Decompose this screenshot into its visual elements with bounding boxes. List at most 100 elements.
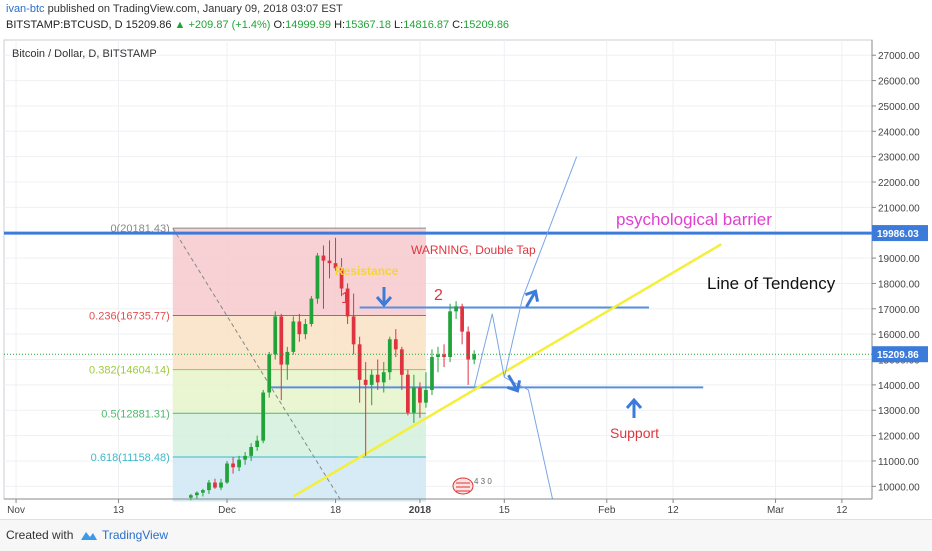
- candle-body: [279, 316, 284, 365]
- candle[interactable]: [225, 460, 229, 484]
- candle[interactable]: [309, 296, 314, 327]
- change-value: ▲ +209.87 (+1.4%): [174, 19, 271, 31]
- price-tick-label: 12000.00: [878, 432, 920, 443]
- candle[interactable]: [249, 443, 254, 461]
- tendency-line[interactable]: [292, 243, 722, 498]
- candle[interactable]: [327, 240, 332, 279]
- candle[interactable]: [369, 369, 374, 406]
- candle[interactable]: [436, 346, 440, 373]
- candle[interactable]: [472, 350, 477, 365]
- price-chart[interactable]: 0(20181.43)0.236(16735.77)0.382(14604.14…: [0, 0, 932, 519]
- candle[interactable]: [381, 362, 386, 393]
- candle[interactable]: [442, 344, 446, 368]
- up-right-arrow-icon[interactable]: [520, 288, 541, 311]
- down-right-arrow-icon[interactable]: [502, 372, 523, 395]
- candle-body: [207, 482, 211, 491]
- candles[interactable]: [188, 237, 477, 501]
- price-tick-label: 17000.00: [878, 305, 920, 316]
- price-tick-label: 10000.00: [878, 482, 920, 493]
- time-tick-label: Mar: [767, 505, 785, 516]
- candle[interactable]: [237, 455, 241, 472]
- candle[interactable]: [424, 372, 428, 408]
- candle-body: [327, 260, 332, 264]
- last-price: 15209.86: [125, 19, 172, 31]
- candle[interactable]: [399, 346, 404, 390]
- fib-trend-line: [172, 227, 342, 502]
- low-value: 14816.87: [403, 19, 450, 31]
- candle[interactable]: [297, 313, 302, 342]
- candle-body: [448, 311, 452, 357]
- author-link[interactable]: ivan-btc: [6, 3, 45, 15]
- candle[interactable]: [466, 326, 471, 385]
- candle[interactable]: [243, 452, 247, 465]
- close-value: 15209.86: [463, 19, 510, 31]
- candle[interactable]: [430, 349, 434, 396]
- time-tick-label: 18: [330, 505, 342, 516]
- candle[interactable]: [285, 346, 290, 380]
- candle[interactable]: [291, 316, 296, 355]
- price-axis[interactable]: [872, 40, 928, 499]
- price-tick-label: 14000.00: [878, 381, 920, 392]
- annotations[interactable]: psychological barrier Line of Tendency WAR…: [335, 210, 836, 495]
- support-annotation[interactable]: Support: [610, 425, 659, 441]
- candle[interactable]: [375, 359, 380, 390]
- candle[interactable]: [255, 435, 260, 451]
- candle[interactable]: [412, 374, 416, 423]
- drawing-lines[interactable]: [4, 156, 872, 500]
- candle[interactable]: [303, 318, 308, 340]
- candle[interactable]: [393, 329, 398, 357]
- candle[interactable]: [201, 488, 205, 497]
- candle[interactable]: [363, 362, 368, 456]
- candle[interactable]: [267, 351, 272, 398]
- candle-body: [285, 351, 290, 365]
- up-arrow-icon[interactable]: [625, 397, 643, 418]
- candle[interactable]: [273, 311, 278, 360]
- fib-level-label: 0.5(12881.31): [101, 408, 170, 420]
- candle[interactable]: [405, 369, 410, 416]
- candle[interactable]: [454, 301, 458, 319]
- idea-badge[interactable]: 4 3 0: [452, 477, 492, 495]
- candle-body: [231, 463, 235, 468]
- candle[interactable]: [315, 253, 320, 304]
- candle[interactable]: [345, 283, 350, 325]
- candle-body: [321, 255, 326, 261]
- price-tick-label: 21000.00: [878, 203, 920, 214]
- time-tick-label: 12: [668, 505, 680, 516]
- price-tick-label: 13000.00: [878, 406, 920, 417]
- candle[interactable]: [207, 479, 211, 494]
- tradingview-logo-icon[interactable]: [80, 529, 98, 541]
- candle[interactable]: [231, 457, 235, 474]
- candle[interactable]: [219, 478, 223, 491]
- resistance-annotation[interactable]: Resistance: [335, 264, 399, 278]
- candle[interactable]: [448, 303, 452, 363]
- candle[interactable]: [195, 491, 199, 499]
- candle-body: [225, 463, 229, 483]
- candle[interactable]: [351, 293, 356, 355]
- candle[interactable]: [333, 237, 338, 271]
- candle-body: [351, 316, 356, 345]
- candle[interactable]: [418, 382, 422, 418]
- candle[interactable]: [213, 478, 217, 489]
- candle[interactable]: [339, 258, 344, 297]
- time-axis[interactable]: Nov 13 Dec 18 2018 15 Feb 12 Mar 12: [7, 499, 848, 516]
- candle-body: [381, 372, 386, 383]
- price-tick-label: 18000.00: [878, 279, 920, 290]
- barrier-annotation[interactable]: psychological barrier: [616, 210, 772, 229]
- candle[interactable]: [460, 303, 464, 345]
- tendency-annotation[interactable]: Line of Tendency: [707, 274, 836, 293]
- candle[interactable]: [321, 245, 326, 309]
- peak-1-label: 1: [341, 290, 350, 307]
- time-tick-label: 12: [836, 505, 848, 516]
- candle-body: [309, 298, 314, 325]
- price-tag-label: 19986.03: [877, 229, 919, 240]
- candle[interactable]: [387, 336, 392, 380]
- candle[interactable]: [357, 336, 362, 403]
- candle-body: [460, 306, 464, 332]
- created-with-label: Created with: [6, 528, 74, 542]
- warning-annotation[interactable]: WARNING, Double Tap: [411, 243, 536, 257]
- down-arrow-icon[interactable]: [375, 287, 393, 308]
- tradingview-brand-link[interactable]: TradingView: [102, 528, 169, 542]
- fibonacci-retracement[interactable]: 0(20181.43)0.236(16735.77)0.382(14604.14…: [89, 223, 426, 502]
- candle[interactable]: [261, 389, 266, 444]
- candle[interactable]: [279, 313, 284, 401]
